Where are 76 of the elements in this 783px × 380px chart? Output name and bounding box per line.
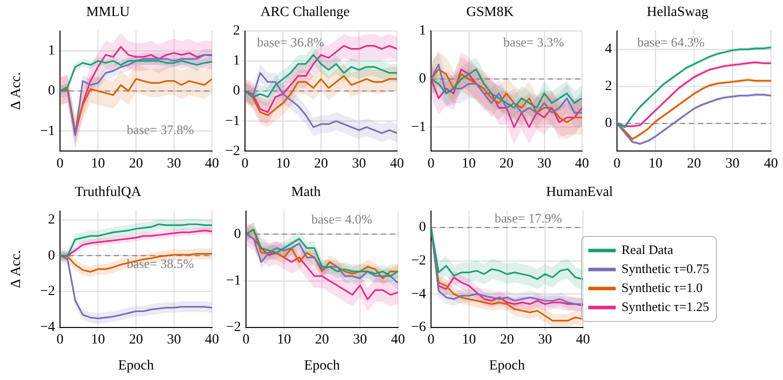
x-tick-label: 20 [315,332,329,348]
x-tick-label: 30 [167,156,181,172]
y-tick-label: 2 [233,23,240,38]
x-tick-label: 10 [462,332,476,348]
x-tick-label: 10 [276,156,290,172]
y-tick-label: 0 [419,72,426,87]
x-tick-label: 10 [91,156,105,172]
chart-title: TruthfulQA [74,185,142,200]
legend-label: Real Data [622,242,674,257]
y-tick-label: −1 [225,114,240,129]
x-tick-label: 30 [537,156,552,172]
annotation: base= 36.8% [256,34,324,50]
annotation: base= 4.0% [311,212,372,227]
y-tick-label: −4 [40,320,55,336]
y-tick-label: −1 [226,273,241,288]
x-tick-label: 30 [352,156,366,172]
annotation: base= 38.5% [126,256,194,271]
x-axis-title: Epoch [304,358,340,374]
y-tick-label: −2 [226,320,241,336]
y-tick-label: 0 [48,248,55,264]
y-tick-label: 4 [605,42,612,57]
annotation: base= 3.3% [503,34,564,50]
x-tick-label: 40 [575,156,589,172]
y-tick-label: −2 [40,284,55,300]
annotation: base= 17.9% [494,210,562,226]
y-tick-label: 1 [419,23,426,38]
x-axis-title: Epoch [118,358,154,374]
x-tick-label: 20 [687,156,701,172]
y-tick-label: 0 [419,220,426,236]
x-tick-label: 40 [764,156,778,172]
chart-title: HumanEval [546,185,614,200]
x-tick-label: 40 [205,156,219,172]
x-tick-label: 20 [500,332,514,348]
y-tick-label: 0 [233,84,240,99]
x-tick-label: 30 [538,332,552,348]
chart-title: HellaSwag [646,5,708,20]
x-tick-label: 10 [648,156,662,172]
y-tick-label: −4 [411,286,426,302]
x-tick-label: 20 [314,156,328,172]
chart-title: Math [291,185,321,200]
x-tick-label: 40 [576,332,590,348]
chart-title: ARC Challenge [260,5,350,20]
y-tick-label: −2 [411,253,426,268]
legend-label: Synthetic τ=0.75 [622,260,710,276]
chart-title: MMLU [86,5,130,20]
y-tick-label: 2 [48,212,55,228]
x-tick-label: 10 [277,332,291,348]
x-tick-label: 10 [462,156,476,172]
y-axis-title: Δ Acc. [9,250,24,288]
x-tick-label: 40 [205,332,219,348]
chart-title: GSM8K [466,5,514,20]
x-tick-label: 40 [391,332,405,348]
y-tick-label: −2 [225,144,240,159]
y-tick-label: 1 [48,44,55,59]
y-tick-label: 0 [234,226,241,242]
y-tick-label: −1 [411,120,426,135]
legend-label: Synthetic τ=1.25 [622,298,710,314]
x-tick-label: 30 [353,332,367,348]
legend-label: Synthetic τ=1.0 [622,280,703,295]
y-tick-label: 0 [605,116,612,132]
x-axis-title: Epoch [489,358,525,374]
x-tick-label: 20 [500,156,514,172]
y-tick-label: 0 [48,84,55,99]
x-tick-label: 40 [390,156,404,172]
y-tick-label: 2 [605,79,612,94]
x-tick-label: 20 [129,332,143,348]
y-tick-label: −1 [40,124,55,139]
x-tick-label: 30 [167,332,181,348]
annotation: base= 37.8% [126,122,194,138]
x-tick-label: 30 [726,156,740,172]
y-tick-label: 1 [233,54,240,69]
x-tick-label: 20 [129,156,143,172]
annotation: base= 64.3% [637,34,705,50]
y-tick-label: −6 [411,320,426,336]
x-tick-label: 10 [91,332,105,348]
y-axis-title: Δ Acc. [9,72,24,110]
